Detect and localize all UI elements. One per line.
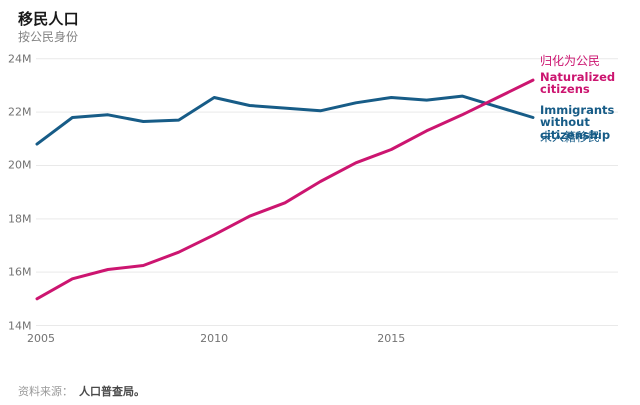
y-tick-label: 20M [8,158,32,172]
legend-noncitizen-en: Immigrants without citizenship [540,103,615,142]
series-line-immigrants-without-citizenship [35,94,535,146]
y-tick-label: 14M [8,319,32,332]
legend-naturalized-zh: 归化为公民 [540,54,601,68]
page-title: 移民人口 [18,10,79,28]
y-tick-label: 22M [8,105,32,119]
source-label: 资料来源： [18,385,73,398]
series-line-naturalized-citizens [35,78,535,301]
x-tick-label: 2005 [27,332,55,345]
y-tick-label: 16M [8,265,32,279]
x-tick-label: 2010 [200,332,229,345]
x-tick-label: 2015 [377,332,406,345]
legend-naturalized-en: Naturalized citizens [540,70,616,97]
legend-noncitizen-zh: 未入籍移民 [540,130,601,144]
source-note: 资料来源： 人口普查局。 [18,383,145,399]
y-tick-label: 24M [8,52,32,66]
page-subtitle: 按公民身份 [18,30,79,44]
source-value: 人口普查局。 [79,385,145,398]
y-tick-label: 18M [8,212,32,226]
